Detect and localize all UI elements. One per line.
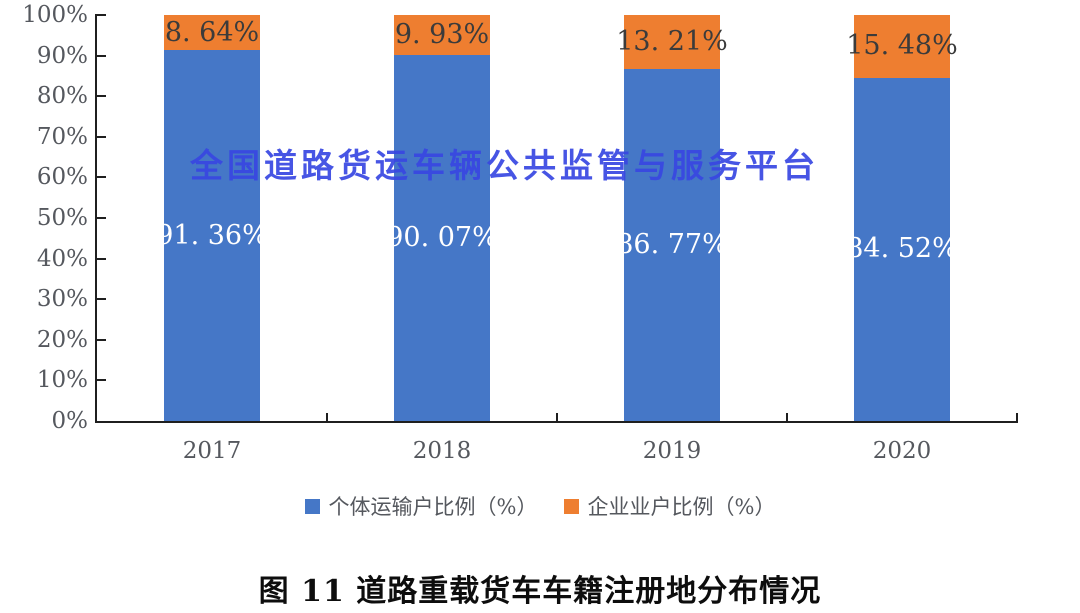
legend-swatch-icon [304, 498, 320, 514]
y-tick [97, 176, 106, 179]
bar-segment-enterprise [624, 15, 720, 69]
y-tick-label: 100% [22, 2, 88, 28]
x-axis-endcap-tick [1016, 413, 1018, 422]
bar-segment-individual [624, 68, 720, 421]
y-tick [97, 54, 106, 57]
legend-item: 个体运输户比例（%） [304, 491, 538, 521]
bar-segment-individual [164, 50, 260, 421]
x-axis-line [95, 421, 1018, 423]
y-tick-label: 80% [36, 83, 88, 110]
x-category-label: 2018 [412, 438, 472, 464]
y-tick-label: 40% [36, 245, 88, 272]
y-tick [97, 217, 106, 219]
y-tick-label: 50% [36, 205, 88, 231]
y-tick-label: 70% [36, 123, 88, 150]
bar-segment-individual [394, 55, 490, 421]
y-tick-label: 0% [51, 408, 89, 434]
bar-segment-individual [854, 77, 950, 421]
bar-label-individual: 86. 77% [616, 228, 728, 260]
x-category-label: 2017 [182, 438, 242, 464]
legend-swatch-icon [563, 498, 579, 514]
bar-label-individual: 84. 52% [846, 233, 958, 265]
y-tick [97, 379, 106, 382]
y-tick-label: 60% [36, 164, 88, 191]
y-tick-label: 10% [36, 367, 88, 394]
x-category-label: 2019 [642, 438, 702, 464]
legend-item: 企业业户比例（%） [563, 491, 776, 521]
y-tick [97, 14, 106, 16]
y-axis-line [95, 14, 97, 423]
bar-segment-enterprise [854, 15, 950, 78]
y-tick [97, 135, 106, 138]
y-tick-label: 90% [36, 42, 88, 69]
bar-label-enterprise: 9. 93% [394, 19, 490, 51]
y-tick [97, 298, 106, 301]
y-tick-label: 30% [36, 286, 88, 313]
legend-label: 企业业户比例（%） [587, 495, 776, 519]
y-tick [97, 257, 106, 260]
bar-segment-enterprise [394, 15, 490, 56]
bar-label-individual: 91. 36% [156, 219, 268, 251]
y-tick [97, 95, 106, 98]
legend-label: 个体运输户比例（%） [328, 495, 538, 519]
chart-title: 图 11 道路重载货车车籍注册地分布情况 [258, 574, 822, 609]
y-tick-label: 20% [36, 326, 88, 353]
x-tick [326, 413, 328, 422]
x-category-label: 2020 [872, 438, 932, 464]
bar-segment-enterprise [164, 15, 260, 51]
bar-label-enterprise: 13. 21% [616, 25, 728, 57]
bar-label-enterprise: 8. 64% [164, 16, 260, 48]
x-tick [556, 413, 558, 422]
bar-label-enterprise: 15. 48% [846, 30, 958, 62]
legend: 个体运输户比例（%） 企业业户比例（%） [0, 491, 1080, 521]
y-tick [97, 338, 106, 341]
x-tick [786, 413, 788, 422]
watermark-text: 全国道路货运车辆公共监管与服务平台 [190, 146, 819, 185]
bar-label-individual: 90. 07% [386, 222, 498, 254]
